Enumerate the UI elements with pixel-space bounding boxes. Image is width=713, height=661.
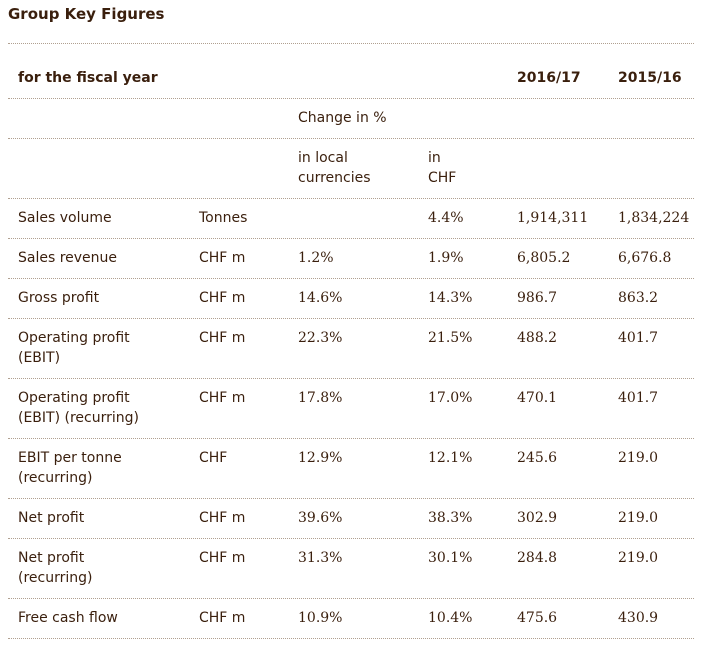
change-local-value: 1.2% [298, 250, 334, 266]
previous-year-value: 219.0 [618, 510, 659, 526]
row-unit: CHF m [199, 390, 246, 406]
change-local-value: 12.9% [298, 450, 343, 466]
year-previous-header: 2015/16 [618, 70, 682, 86]
row-unit: CHF m [199, 250, 246, 266]
change-local-value: 39.6% [298, 510, 343, 526]
year-current-header: 2016/17 [517, 70, 581, 86]
row-divider [8, 498, 694, 499]
change-chf-value: 38.3% [428, 510, 473, 526]
row-divider [8, 598, 694, 599]
row-label: EBIT per tonne [18, 450, 122, 466]
row-unit: CHF m [199, 510, 246, 526]
row-label-line2: (recurring) [18, 470, 93, 486]
chf-header-line1: in [428, 150, 441, 166]
previous-year-value: 219.0 [618, 450, 659, 466]
current-year-value: 245.6 [517, 450, 558, 466]
row-label: Operating profit [18, 390, 130, 406]
current-year-value: 475.6 [517, 610, 558, 626]
change-local-value: 17.8% [298, 390, 343, 406]
fiscal-year-label: for the fiscal year [18, 70, 158, 86]
divider [8, 98, 694, 99]
row-label: Net profit [18, 510, 85, 526]
previous-year-value: 863.2 [618, 290, 659, 306]
change-chf-value: 12.1% [428, 450, 473, 466]
row-unit: CHF m [199, 610, 246, 626]
change-chf-value: 30.1% [428, 550, 473, 566]
row-unit: CHF m [199, 550, 246, 566]
row-unit: CHF m [199, 290, 246, 306]
divider [8, 198, 694, 199]
row-divider [8, 438, 694, 439]
local-currencies-header-line1: in local [298, 150, 348, 166]
previous-year-value: 6,676.8 [618, 250, 672, 266]
change-chf-value: 1.9% [428, 250, 464, 266]
change-local-value: 14.6% [298, 290, 343, 306]
row-label: Free cash flow [18, 610, 118, 626]
page-title: Group Key Figures [8, 5, 165, 23]
current-year-value: 284.8 [517, 550, 558, 566]
row-label: Operating profit [18, 330, 130, 346]
change-percent-header: Change in % [298, 110, 387, 126]
row-unit: Tonnes [199, 210, 248, 226]
chf-header-line2: CHF [428, 170, 457, 186]
row-label-line2: (recurring) [18, 570, 93, 586]
previous-year-value: 430.9 [618, 610, 659, 626]
row-label-line2: (EBIT) [18, 350, 61, 366]
row-label: Sales volume [18, 210, 112, 226]
change-chf-value: 17.0% [428, 390, 473, 406]
local-currencies-header-line2: currencies [298, 170, 371, 186]
row-divider [8, 278, 694, 279]
current-year-value: 488.2 [517, 330, 558, 346]
row-divider [8, 238, 694, 239]
change-chf-value: 14.3% [428, 290, 473, 306]
previous-year-value: 401.7 [618, 330, 659, 346]
previous-year-value: 1,834,224 [618, 210, 690, 226]
divider [8, 138, 694, 139]
divider [8, 43, 694, 44]
change-chf-value: 10.4% [428, 610, 473, 626]
current-year-value: 986.7 [517, 290, 558, 306]
previous-year-value: 219.0 [618, 550, 659, 566]
row-unit: CHF m [199, 330, 246, 346]
row-label: Sales revenue [18, 250, 118, 266]
row-unit: CHF [199, 450, 228, 466]
current-year-value: 6,805.2 [517, 250, 571, 266]
row-label-line2: (EBIT) (recurring) [18, 410, 139, 426]
row-divider [8, 638, 694, 639]
row-divider [8, 318, 694, 319]
change-local-value: 31.3% [298, 550, 343, 566]
previous-year-value: 401.7 [618, 390, 659, 406]
current-year-value: 302.9 [517, 510, 558, 526]
row-label: Gross profit [18, 290, 100, 306]
row-divider [8, 538, 694, 539]
current-year-value: 470.1 [517, 390, 558, 406]
current-year-value: 1,914,311 [517, 210, 589, 226]
change-local-value: 10.9% [298, 610, 343, 626]
change-local-value: 22.3% [298, 330, 343, 346]
change-chf-value: 21.5% [428, 330, 473, 346]
row-label: Net profit [18, 550, 85, 566]
change-chf-value: 4.4% [428, 210, 464, 226]
row-divider [8, 378, 694, 379]
